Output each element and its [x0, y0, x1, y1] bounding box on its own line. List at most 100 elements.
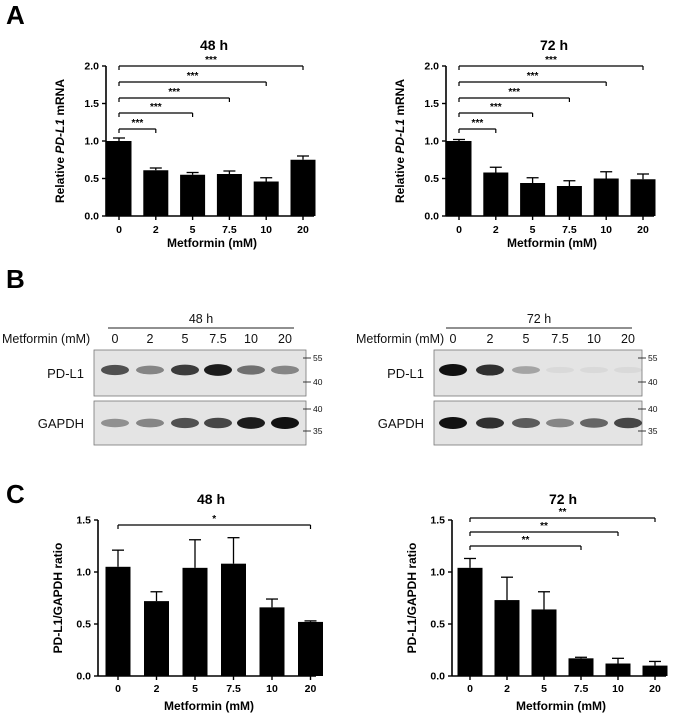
molecular-weight-label: 40 — [313, 404, 323, 414]
significance-label: *** — [508, 87, 520, 98]
x-tick-label: 7.5 — [574, 683, 589, 695]
significance-label: *** — [545, 55, 557, 66]
x-tick-label: 2 — [504, 683, 510, 695]
bar — [556, 186, 582, 216]
bar — [253, 181, 279, 216]
bar — [520, 183, 546, 216]
blot-lane-label: 10 — [587, 332, 601, 346]
blot-lane-label: 2 — [147, 332, 154, 346]
y-tick-label: 0.0 — [430, 671, 445, 683]
molecular-weight-label: 35 — [648, 426, 658, 436]
bar — [216, 174, 242, 216]
blot-row-label: GAPDH — [378, 416, 424, 431]
bar — [144, 601, 169, 676]
blot-treatment-label: Metformin (mM) — [356, 332, 444, 346]
blot-band — [271, 365, 299, 375]
x-tick-label: 2 — [154, 683, 160, 695]
mrna-chart-72h: 72 h 0.0 0.5 1.0 1.5 2.0 0 2 5 7.5 10 20 *** *** *** **… — [393, 37, 656, 250]
y-tick-label: 1.5 — [84, 98, 99, 110]
x-tick-label: 10 — [260, 224, 272, 236]
x-tick-label: 20 — [637, 224, 649, 236]
y-axis-label: PD-L1/GAPDH ratio — [405, 543, 419, 654]
blot-time-label: 72 h — [527, 312, 551, 326]
significance-label: *** — [472, 118, 484, 129]
significance-label: *** — [187, 71, 199, 82]
y-tick-label: 1.5 — [424, 98, 439, 110]
panel-letter-c: C — [6, 479, 25, 509]
blot-band — [546, 366, 574, 374]
x-tick-label: 7.5 — [222, 224, 237, 236]
y-tick-label: 2.0 — [84, 61, 99, 73]
chart-title: 48 h — [197, 491, 225, 507]
x-tick-label: 5 — [541, 683, 547, 695]
y-tick-label: 0.0 — [424, 211, 439, 223]
x-tick-label: 5 — [530, 224, 536, 236]
blot-band — [136, 418, 164, 428]
blot-lane-label: 0 — [112, 332, 119, 346]
y-tick-label: 1.0 — [430, 567, 445, 579]
significance-label: *** — [490, 102, 502, 113]
bar — [143, 170, 169, 216]
bar — [221, 563, 246, 676]
x-tick-label: 0 — [456, 224, 462, 236]
blot-lane-label: 2 — [487, 332, 494, 346]
x-tick-label: 10 — [612, 683, 624, 695]
blot-membrane — [433, 349, 643, 397]
bar — [531, 609, 557, 676]
x-tick-label: 20 — [305, 683, 317, 695]
y-axis-label: Relative PD-L1 mRNA — [393, 79, 407, 203]
x-axis-label: Metformin (mM) — [167, 236, 257, 250]
blot-band — [237, 365, 265, 375]
blot-band — [171, 417, 199, 429]
bar — [446, 141, 472, 216]
blot-band — [204, 417, 232, 429]
blot-band — [204, 364, 232, 376]
bar — [642, 665, 668, 676]
x-tick-label: 2 — [153, 224, 159, 236]
blot-band — [171, 364, 199, 376]
bar — [605, 663, 631, 676]
y-axis-label-gene: PD-L1 — [53, 119, 67, 154]
x-tick-label: 10 — [600, 224, 612, 236]
significance-label: *** — [150, 102, 162, 113]
blot-lane-label: 7.5 — [209, 332, 226, 346]
chart-title: 72 h — [549, 491, 577, 507]
y-tick-label: 1.5 — [76, 515, 91, 527]
x-tick-label: 20 — [649, 683, 661, 695]
bar — [106, 141, 132, 216]
blot-band — [101, 418, 129, 428]
panel-letter-a: A — [6, 0, 25, 30]
y-tick-label: 0.5 — [76, 619, 91, 631]
blot-band — [546, 418, 574, 428]
significance-label: *** — [205, 55, 217, 66]
molecular-weight-label: 40 — [648, 377, 658, 387]
blot-row-label: PD-L1 — [47, 366, 84, 381]
y-axis-label: PD-L1/GAPDH ratio — [51, 543, 65, 654]
y-tick-label: 1.5 — [430, 515, 445, 527]
y-tick-label: 0.0 — [84, 211, 99, 223]
x-axis-label: Metformin (mM) — [507, 236, 597, 250]
blot-band — [476, 364, 504, 376]
blot-band — [614, 366, 642, 374]
y-tick-label: 0.5 — [84, 173, 99, 185]
chart-title: 72 h — [540, 37, 568, 53]
significance-label: *** — [527, 71, 539, 82]
significance-label: ** — [559, 507, 567, 518]
blot-treatment-label: Metformin (mM) — [2, 332, 90, 346]
blot-band — [439, 364, 467, 376]
molecular-weight-label: 40 — [648, 404, 658, 414]
x-tick-label: 0 — [116, 224, 122, 236]
y-tick-label: 1.0 — [84, 136, 99, 148]
y-axis-label-suffix: mRNA — [393, 79, 407, 119]
y-tick-label: 0.0 — [76, 671, 91, 683]
y-axis-label-gene: PD-L1 — [393, 119, 407, 154]
western-blot-72h: 72 h Metformin (mM) 0 2 5 7.5 10 20 PD-L1 55 40 GAP… — [356, 312, 658, 446]
blot-band — [614, 417, 642, 429]
blot-band — [439, 417, 467, 429]
bar — [568, 658, 594, 676]
blot-band — [580, 418, 608, 428]
blot-membrane — [93, 349, 307, 397]
blot-time-label: 48 h — [189, 312, 213, 326]
x-tick-label: 0 — [467, 683, 473, 695]
